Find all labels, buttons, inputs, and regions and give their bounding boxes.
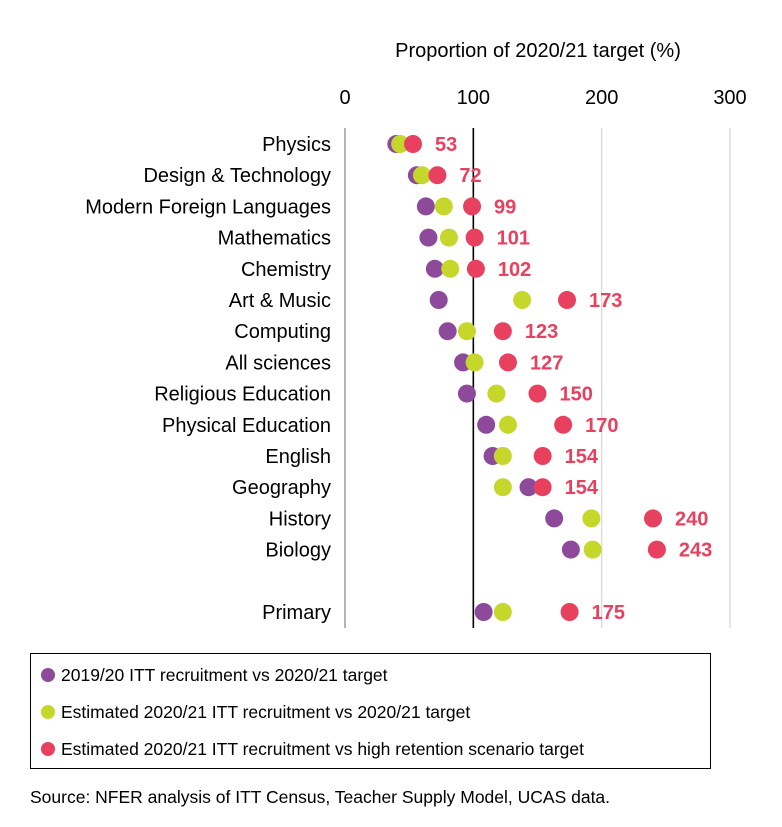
legend-item-2019-20: 2019/20 ITT recruitment vs 2020/21 targe…	[41, 662, 388, 688]
category-label: Physics	[262, 134, 331, 156]
data-point-series-2	[439, 228, 458, 247]
data-point-series-2	[583, 540, 602, 559]
category-label: Chemistry	[241, 259, 331, 281]
legend-item-high-retention: Estimated 2020/21 ITT recruitment vs hig…	[41, 736, 584, 762]
x-axis-label: Proportion of 2020/21 target (%)	[395, 40, 681, 62]
data-point-series-2	[493, 478, 512, 497]
data-label: 150	[560, 384, 593, 406]
data-point-series-2	[493, 603, 512, 621]
data-point-series-2	[465, 353, 484, 372]
category-label: History	[269, 508, 331, 530]
source-note: Source: NFER analysis of ITT Census, Tea…	[30, 787, 611, 807]
data-label: 102	[498, 259, 531, 281]
category-label: Physical Education	[162, 415, 331, 437]
data-point-series-2	[582, 509, 601, 528]
data-point-series-2	[487, 384, 506, 403]
data-point-series-2	[513, 291, 532, 309]
data-point-series-2	[457, 322, 476, 341]
data-point-series-1	[519, 478, 538, 497]
data-point-series-1	[457, 384, 476, 403]
data-point-series-1	[474, 603, 493, 621]
data-point-series-3	[560, 603, 579, 621]
category-label: Biology	[265, 540, 331, 562]
data-point-series-1	[429, 291, 448, 309]
data-point-series-1	[425, 259, 444, 278]
data-label: 72	[459, 165, 481, 187]
category-labels: Physics Design & Technology Modern Foreign…	[85, 134, 331, 624]
data-point-series-3	[466, 259, 485, 278]
data-label: 99	[494, 196, 516, 218]
data-point-series-3	[554, 415, 573, 434]
legend-label: Estimated 2020/21 ITT recruitment vs 202…	[61, 701, 471, 722]
data-label: 123	[525, 321, 558, 343]
data-label: 175	[592, 602, 625, 624]
data-label: 101	[497, 228, 530, 250]
data-point-series-2	[498, 415, 517, 434]
data-label: 170	[585, 415, 618, 437]
data-point-series-2	[441, 259, 460, 278]
data-point-series-3	[465, 228, 484, 247]
category-label: Computing	[234, 321, 331, 343]
data-point-series-3	[404, 135, 423, 153]
category-label: Art & Music	[229, 290, 331, 312]
data-label: 127	[530, 352, 563, 374]
category-label: All sciences	[225, 352, 331, 374]
data-point-series-3	[533, 447, 552, 465]
data-points	[387, 135, 666, 621]
x-tick-labels: 0 100 200 300	[339, 87, 746, 109]
data-point-series-3	[533, 478, 552, 497]
data-point-series-3	[528, 384, 547, 403]
legend-label: Estimated 2020/21 ITT recruitment vs hig…	[61, 738, 585, 759]
category-label: Religious Education	[154, 384, 331, 406]
data-label: 240	[675, 508, 708, 530]
legend-marker-red	[41, 742, 55, 756]
data-label: 154	[565, 477, 599, 499]
data-point-series-3	[647, 540, 666, 559]
legend-marker-purple	[41, 668, 55, 682]
x-tick-label: 0	[339, 87, 350, 109]
legend-label: 2019/20 ITT recruitment vs 2020/21 targe…	[61, 664, 388, 685]
category-label: Primary	[262, 602, 331, 624]
x-tick-label: 100	[457, 87, 490, 109]
x-tick-label: 200	[585, 87, 618, 109]
data-point-series-2	[391, 135, 410, 153]
data-label: 53	[435, 134, 457, 156]
data-point-series-1	[438, 322, 457, 341]
category-label: Design & Technology	[143, 165, 331, 187]
data-label: 173	[589, 290, 622, 312]
data-point-series-1	[561, 540, 580, 559]
data-label: 243	[679, 540, 712, 562]
dot-plot-chart: Proportion of 2020/21 target (%) 0 100 200…	[85, 40, 747, 628]
data-point-series-2	[413, 166, 431, 185]
data-point-series-3	[463, 197, 482, 216]
x-tick-label: 300	[713, 87, 746, 109]
data-point-series-2	[493, 447, 512, 465]
data-point-series-1	[545, 509, 564, 528]
data-point-series-1	[419, 228, 438, 247]
data-point-series-3	[428, 166, 447, 185]
category-label: English	[265, 446, 331, 468]
data-point-series-3	[493, 322, 512, 341]
legend-marker-green	[41, 705, 55, 719]
data-point-series-3	[558, 291, 577, 309]
category-label: Mathematics	[218, 228, 331, 250]
data-point-series-1	[416, 197, 435, 216]
data-label: 154	[565, 446, 599, 468]
data-point-series-2	[434, 197, 453, 216]
category-label: Geography	[232, 477, 331, 499]
data-point-series-3	[498, 353, 517, 372]
legend-item-estimated-2020-21: Estimated 2020/21 ITT recruitment vs 202…	[41, 699, 470, 725]
category-label: Modern Foreign Languages	[85, 196, 331, 218]
data-point-series-1	[477, 415, 496, 434]
gridlines	[344, 128, 731, 628]
legend: 2019/20 ITT recruitment vs 2020/21 targe…	[30, 653, 711, 769]
data-point-series-3	[644, 509, 662, 528]
